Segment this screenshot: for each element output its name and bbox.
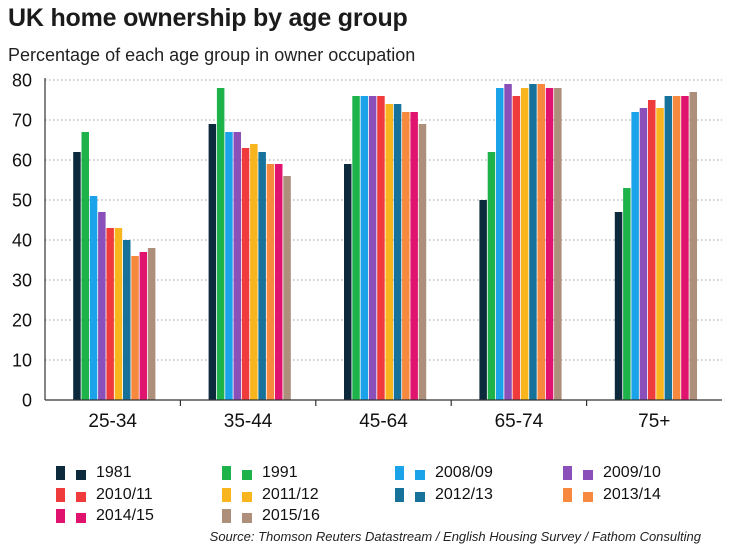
bar-2011-12-45-64 bbox=[385, 104, 393, 400]
bar-2012-13-45-64 bbox=[393, 104, 402, 400]
bar-2015-16-75+ bbox=[689, 92, 697, 400]
y-tick-label: 60 bbox=[12, 151, 32, 171]
bar-2013-14-45-64 bbox=[402, 112, 410, 400]
x-tick-label: 75+ bbox=[638, 411, 670, 432]
bar-1991-45-64 bbox=[352, 96, 360, 400]
y-tick-label: 50 bbox=[12, 191, 32, 211]
bar-2012-13-25-34 bbox=[123, 240, 131, 400]
y-tick-label: 70 bbox=[12, 111, 32, 131]
bar-2009-10-75+ bbox=[639, 108, 648, 400]
bar-1981-25-34 bbox=[73, 152, 81, 400]
x-tick-label: 45-64 bbox=[359, 411, 408, 432]
bar-2009-10-45-64 bbox=[368, 96, 377, 400]
bar-2011-12-75+ bbox=[656, 108, 664, 400]
bar-2013-14-65-74 bbox=[537, 84, 545, 400]
bar-2015-16-45-64 bbox=[418, 124, 427, 400]
bar-1991-65-74 bbox=[487, 152, 496, 400]
bar-2011-12-25-34 bbox=[114, 228, 123, 400]
bar-2013-14-75+ bbox=[672, 96, 681, 400]
y-tick-label: 40 bbox=[12, 231, 32, 251]
bar-2010-11-35-44 bbox=[241, 148, 250, 400]
bar-2014-15-45-64 bbox=[410, 112, 418, 400]
bar-2015-16-65-74 bbox=[554, 88, 562, 400]
bar-2008-09-25-34 bbox=[89, 196, 98, 400]
bar-2012-13-75+ bbox=[664, 96, 673, 400]
bar-2010-11-75+ bbox=[648, 100, 656, 400]
bar-1991-35-44 bbox=[216, 88, 225, 400]
bar-2010-11-65-74 bbox=[512, 96, 521, 400]
bar-2013-14-25-34 bbox=[131, 256, 139, 400]
source-note: Source: Thomson Reuters Datastream / Eng… bbox=[209, 529, 701, 544]
bar-2009-10-25-34 bbox=[98, 212, 106, 400]
y-tick-label: 20 bbox=[12, 311, 32, 331]
bar-1991-25-34 bbox=[81, 132, 89, 400]
bar-2014-15-75+ bbox=[681, 96, 689, 400]
bar-2011-12-35-44 bbox=[250, 144, 258, 400]
bar-2014-15-65-74 bbox=[545, 88, 554, 400]
bar-1991-75+ bbox=[623, 188, 631, 400]
bar-1981-45-64 bbox=[344, 164, 352, 400]
bar-2008-09-75+ bbox=[631, 112, 639, 400]
chart-subtitle: Percentage of each age group in owner oc… bbox=[8, 45, 416, 65]
bar-2009-10-65-74 bbox=[504, 84, 512, 400]
bar-2008-09-45-64 bbox=[360, 96, 369, 400]
bar-1981-35-44 bbox=[208, 124, 217, 400]
bar-2014-15-25-34 bbox=[139, 252, 148, 400]
bar-2011-12-65-74 bbox=[520, 88, 529, 400]
bar-2014-15-35-44 bbox=[275, 164, 283, 400]
bar-2009-10-35-44 bbox=[233, 132, 241, 400]
x-tick-label: 65-74 bbox=[495, 411, 544, 432]
bar-2012-13-35-44 bbox=[258, 152, 266, 400]
bar-1981-75+ bbox=[614, 212, 623, 400]
y-tick-label: 10 bbox=[12, 351, 32, 371]
bar-2010-11-45-64 bbox=[377, 96, 385, 400]
y-tick-label: 0 bbox=[22, 391, 32, 411]
x-tick-label: 35-44 bbox=[224, 411, 273, 432]
bar-1981-65-74 bbox=[479, 200, 487, 400]
bar-2013-14-35-44 bbox=[266, 164, 275, 400]
y-tick-label: 30 bbox=[12, 271, 32, 291]
y-tick-label: 80 bbox=[12, 71, 32, 91]
bar-2008-09-35-44 bbox=[225, 132, 233, 400]
bar-2010-11-25-34 bbox=[106, 228, 114, 400]
bar-2015-16-35-44 bbox=[283, 176, 291, 400]
chart-title: UK home ownership by age group bbox=[8, 4, 408, 32]
bar-2012-13-65-74 bbox=[529, 84, 537, 400]
x-tick-label: 25-34 bbox=[88, 411, 137, 432]
bar-2008-09-65-74 bbox=[496, 88, 504, 400]
bar-2015-16-25-34 bbox=[147, 248, 156, 400]
